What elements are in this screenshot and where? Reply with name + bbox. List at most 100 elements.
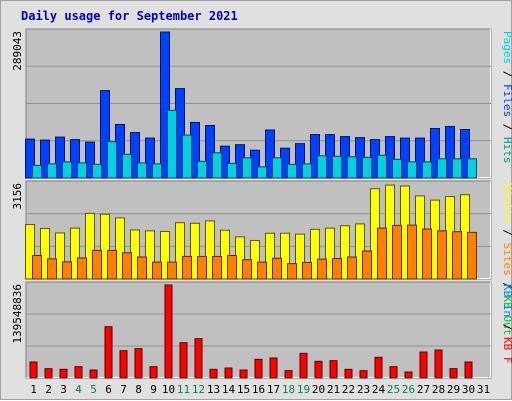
bar-pages-13 bbox=[212, 152, 222, 179]
legend-entry: Files bbox=[501, 84, 512, 117]
bar-sites-12 bbox=[197, 255, 207, 280]
bar-kb-f-24 bbox=[374, 356, 383, 379]
bar-sites-13 bbox=[212, 255, 222, 280]
x-tick-label: 12 bbox=[192, 383, 205, 396]
x-tick-label: 1 bbox=[30, 383, 37, 396]
bar-pages-17 bbox=[272, 157, 282, 179]
bar-visits-5 bbox=[85, 212, 95, 280]
x-tick-label: 19 bbox=[297, 383, 310, 396]
bar-kb-f-17 bbox=[269, 357, 278, 379]
bar-files-30 bbox=[460, 129, 470, 179]
bar-files-28 bbox=[430, 127, 440, 179]
y-max-label: 139548836 bbox=[11, 284, 24, 344]
legend-separator: / bbox=[501, 276, 512, 296]
bar-sites-15 bbox=[242, 259, 252, 280]
bar-sites-27 bbox=[422, 228, 432, 280]
legend-separator: / bbox=[501, 64, 512, 84]
x-tick-label: 6 bbox=[105, 383, 112, 396]
chart-title: Daily usage for September 2021 bbox=[21, 9, 238, 23]
series-visits bbox=[25, 184, 470, 280]
bar-kb-f-21 bbox=[329, 360, 338, 379]
bar-pages-16 bbox=[257, 166, 267, 179]
bar-kb-f-9 bbox=[149, 366, 158, 379]
x-tick-label: 22 bbox=[342, 383, 355, 396]
bar-kb-f-28 bbox=[434, 349, 443, 379]
legend-separator: / bbox=[501, 317, 512, 337]
bar-kb-f-5 bbox=[89, 369, 98, 379]
bar-files-5 bbox=[85, 141, 95, 179]
bar-visits-10 bbox=[160, 230, 170, 280]
x-tick-label: 8 bbox=[135, 383, 142, 396]
bar-pages-6 bbox=[107, 141, 117, 179]
bar-sites-17 bbox=[272, 257, 282, 280]
bar-pages-25 bbox=[392, 158, 402, 179]
bar-visits-3 bbox=[55, 232, 65, 280]
series-pages bbox=[32, 109, 477, 179]
bar-kb-f-19 bbox=[299, 352, 308, 379]
legend-entry: Hits bbox=[501, 137, 512, 164]
bar-files-26 bbox=[400, 137, 410, 179]
bar-sites-10 bbox=[167, 261, 177, 280]
bar-sites-29 bbox=[452, 231, 462, 280]
bar-visits-7 bbox=[115, 217, 125, 280]
bar-visits-14 bbox=[220, 229, 230, 280]
bar-files-27 bbox=[415, 137, 425, 179]
x-tick-label: 25 bbox=[387, 383, 400, 396]
bar-pages-14 bbox=[227, 162, 237, 179]
x-tick-label: 31 bbox=[477, 383, 490, 396]
bar-visits-22 bbox=[340, 225, 350, 280]
bar-sites-20 bbox=[317, 258, 327, 280]
x-tick-label: 4 bbox=[75, 383, 82, 396]
bar-pages-2 bbox=[47, 163, 57, 179]
bar-pages-9 bbox=[152, 163, 162, 179]
bar-pages-8 bbox=[137, 162, 147, 179]
bar-visits-17 bbox=[265, 232, 275, 280]
bar-pages-12 bbox=[197, 160, 207, 179]
bar-kb-f-2 bbox=[44, 368, 53, 379]
x-tick-label: 5 bbox=[90, 383, 97, 396]
bar-pages-10 bbox=[167, 109, 177, 179]
bar-sites-6 bbox=[107, 249, 117, 280]
bar-sites-3 bbox=[62, 261, 72, 280]
x-tick-label: 7 bbox=[120, 383, 127, 396]
bar-pages-4 bbox=[77, 162, 87, 179]
bar-sites-28 bbox=[437, 230, 447, 280]
bar-kb-f-22 bbox=[344, 368, 353, 379]
bar-kb-f-7 bbox=[119, 350, 128, 379]
bar-kb-f-29 bbox=[449, 368, 458, 379]
x-tick-label: 30 bbox=[462, 383, 475, 396]
bar-sites-5 bbox=[92, 249, 102, 280]
bar-visits-6 bbox=[100, 213, 110, 280]
x-tick-label: 27 bbox=[417, 383, 430, 396]
y-max-label: 3156 bbox=[11, 183, 24, 210]
x-tick-label: 24 bbox=[372, 383, 386, 396]
legend-entry: Sites bbox=[501, 243, 512, 276]
bar-kb-f-16 bbox=[254, 358, 263, 379]
bar-kb-f-3 bbox=[59, 368, 68, 379]
x-tick-label: 23 bbox=[357, 383, 370, 396]
bar-visits-4 bbox=[70, 227, 80, 280]
bar-visits-21 bbox=[325, 227, 335, 280]
x-tick-label: 2 bbox=[45, 383, 52, 396]
bar-sites-2 bbox=[47, 258, 57, 280]
bar-pages-18 bbox=[287, 163, 297, 179]
bar-sites-19 bbox=[302, 261, 312, 280]
x-tick-label: 26 bbox=[402, 383, 415, 396]
bar-files-4 bbox=[70, 139, 80, 179]
x-tick-label: 28 bbox=[432, 383, 445, 396]
series-sites bbox=[32, 224, 477, 280]
bar-kb-f-27 bbox=[419, 351, 428, 379]
bar-kb-f-6 bbox=[104, 326, 113, 379]
bar-visits-11 bbox=[175, 222, 185, 280]
bar-sites-16 bbox=[257, 261, 267, 280]
series-files bbox=[25, 31, 470, 179]
bar-pages-1 bbox=[32, 164, 42, 179]
bar-visits-1 bbox=[25, 224, 35, 280]
bar-pages-3 bbox=[62, 161, 72, 179]
x-tick-label: 17 bbox=[267, 383, 280, 396]
legend-entry: KB Out bbox=[501, 296, 512, 336]
legend-entry: KB In bbox=[501, 284, 512, 317]
x-tick-label: 10 bbox=[162, 383, 175, 396]
